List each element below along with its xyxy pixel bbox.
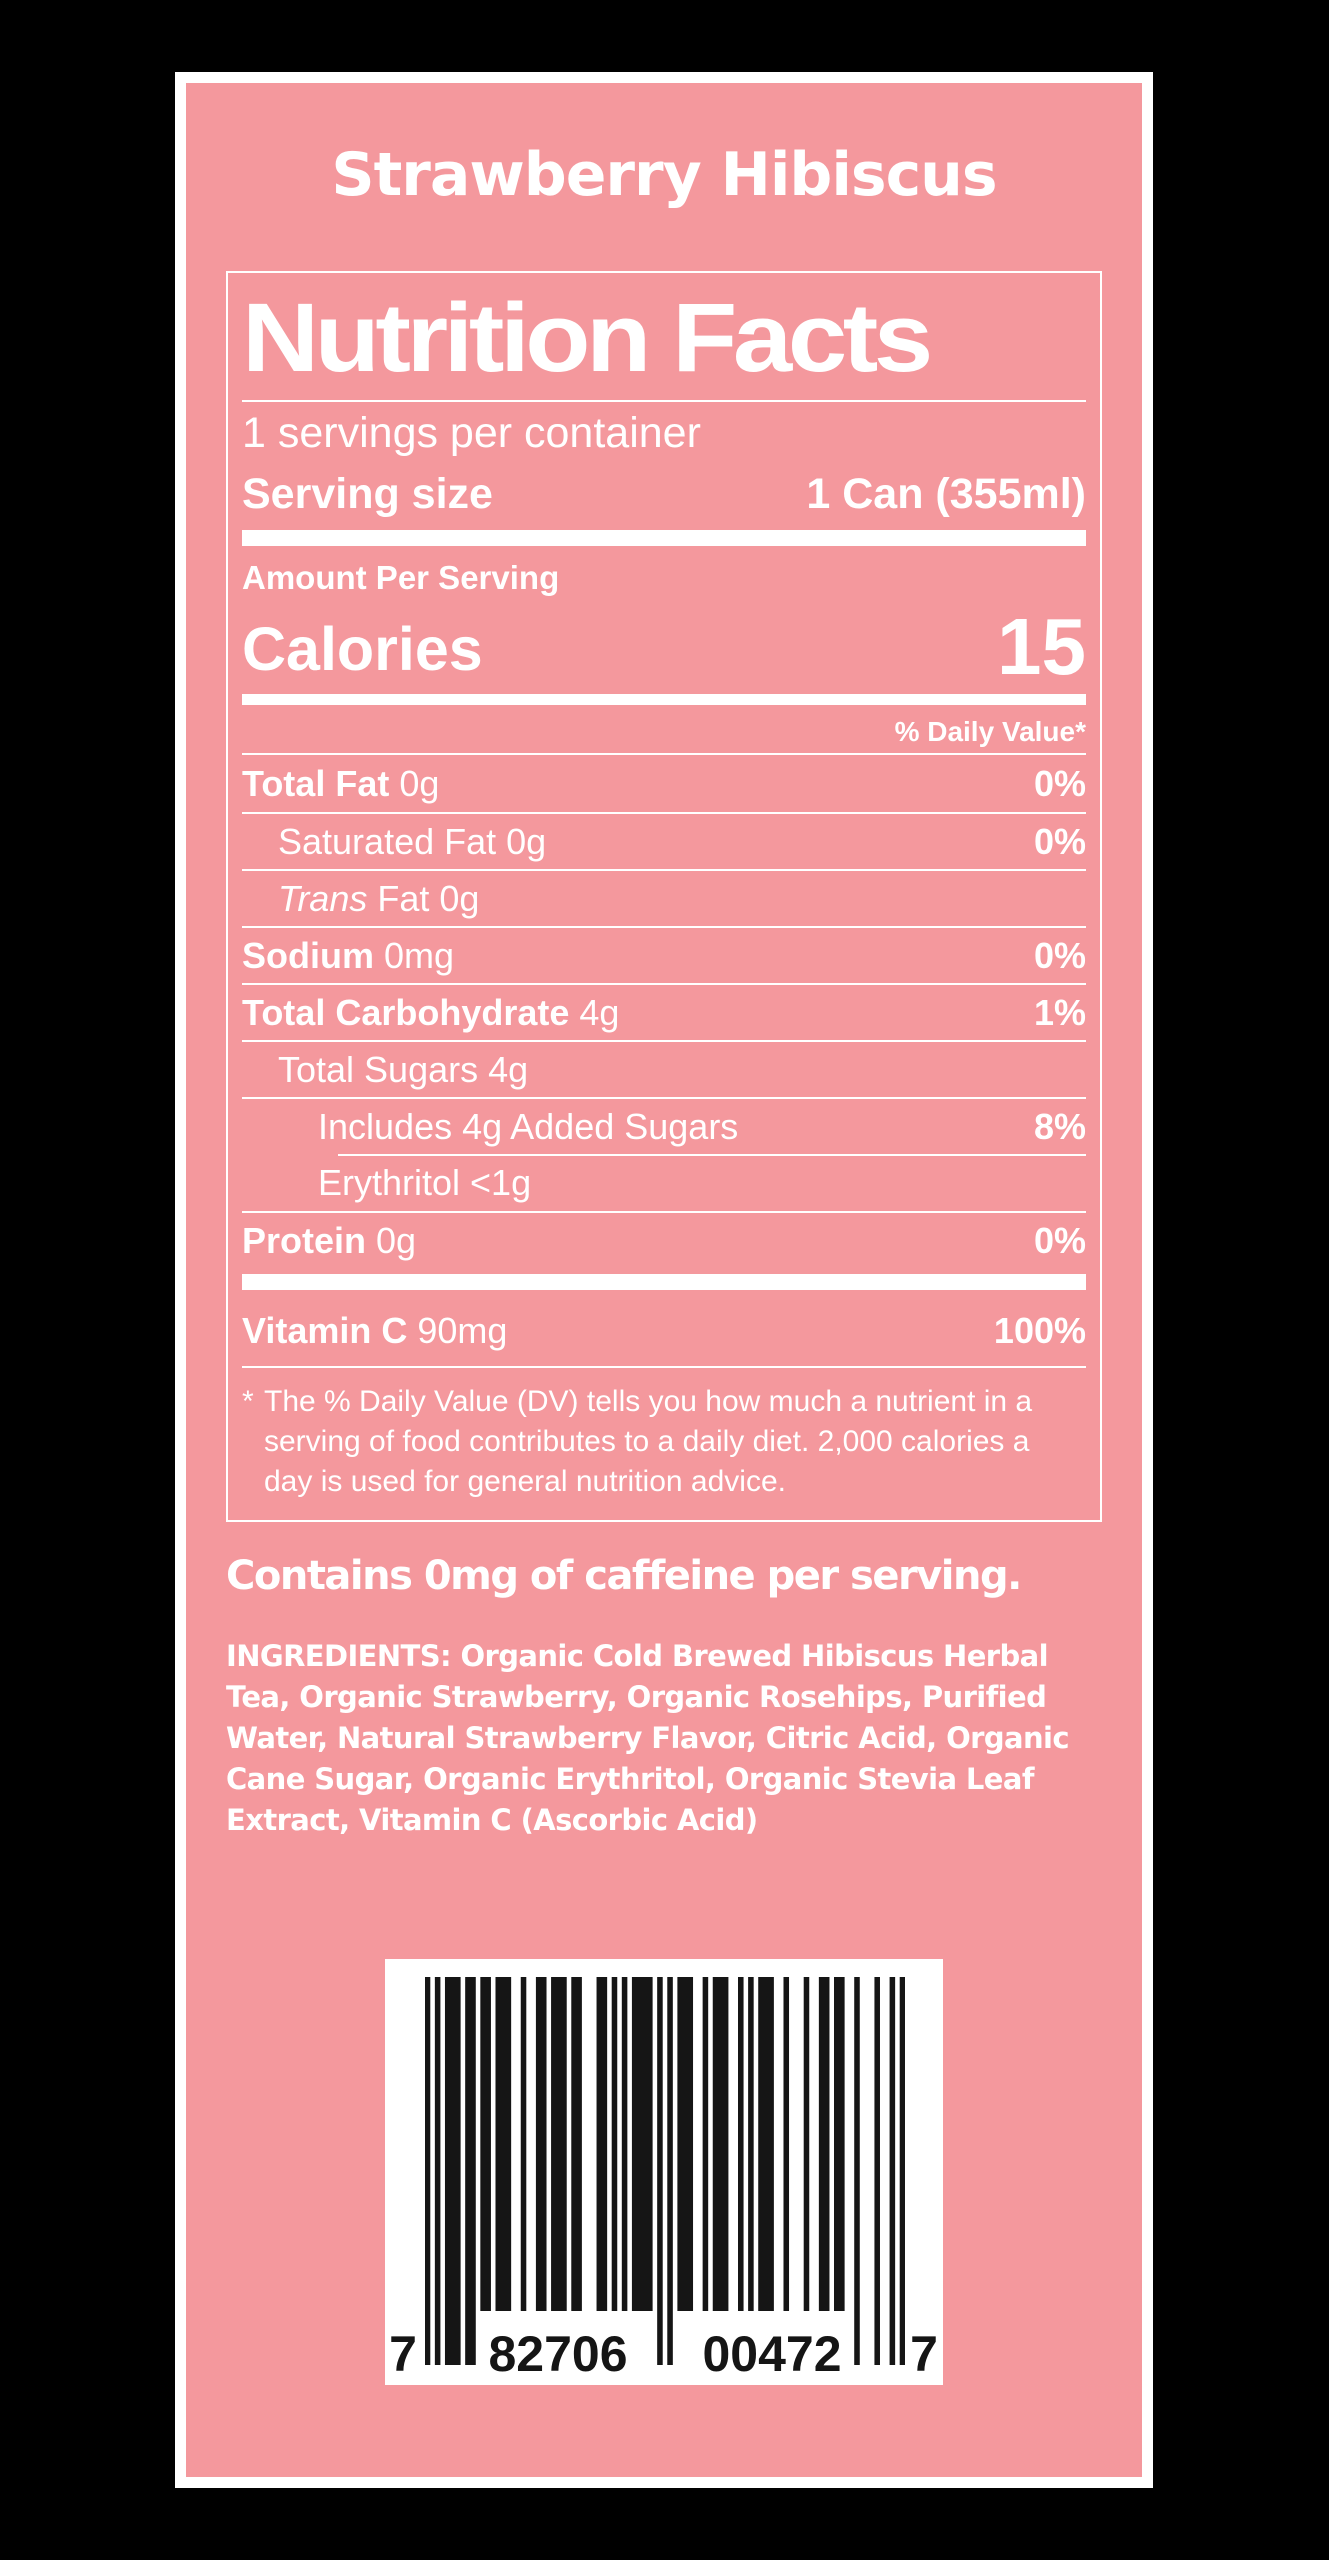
- sodium-label: Sodium 0mg: [242, 934, 455, 976]
- footnote-text: The % Daily Value (DV) tells you how muc…: [264, 1385, 1033, 1498]
- serving-size-value: 1 Can (355ml): [806, 470, 1086, 518]
- nutrient-row-total-carbohydrate: Total Carbohydrate 4g 1%: [242, 983, 1086, 1040]
- nutrient-row-total-fat: Total Fat 0g 0%: [242, 755, 1086, 812]
- nutrient-row-sodium: Sodium 0mg 0%: [242, 926, 1086, 983]
- nutrient-row-trans-fat: Trans Fat 0g: [242, 869, 1086, 926]
- amount-per-serving-label: Amount Per Serving: [242, 559, 560, 596]
- nutrition-facts-title-text: Nutrition Facts: [242, 283, 933, 392]
- caffeine-statement: Contains 0mg of caffeine per serving.: [226, 1553, 1022, 1599]
- total-sugars-label: Total Sugars 4g: [278, 1048, 529, 1090]
- divider-thin: [242, 400, 1086, 402]
- product-label-card: Strawberry Hibiscus Nutrition Facts 1 se…: [175, 72, 1153, 2488]
- nutrient-row-added-sugars: Includes 4g Added Sugars 8%: [242, 1097, 1086, 1154]
- barcode-digits-left: 82706: [488, 2326, 628, 2382]
- total-carbohydrate-label: Total Carbohydrate 4g: [242, 991, 620, 1033]
- serving-size-row: Serving size 1 Can (355ml): [242, 464, 1086, 524]
- barcode-digits-right: 00472: [702, 2326, 842, 2382]
- nutrition-facts-panel: Nutrition Facts 1 servings per container…: [226, 271, 1102, 1522]
- servings-per-container: 1 servings per container: [242, 409, 701, 457]
- divider-thick: [242, 1274, 1086, 1290]
- divider-thick: [242, 530, 1086, 546]
- barcode-bars-icon: [425, 1977, 905, 2365]
- footnote-asterisk: *: [242, 1385, 254, 1418]
- ingredients-list: INGREDIENTS: Organic Cold Brewed Hibiscu…: [226, 1639, 1070, 1837]
- divider-thin: [242, 1366, 1086, 1368]
- total-fat-daily-value: 0%: [1033, 762, 1086, 804]
- total-carbohydrate-daily-value: 1%: [1033, 991, 1086, 1033]
- divider-thin: [242, 753, 1086, 755]
- product-title: Strawberry Hibiscus: [331, 140, 997, 210]
- calories-row: Calories 15: [242, 600, 1086, 691]
- nutrient-rows: Total Fat 0g 0% Saturated Fat 0g 0% Trans Fa…: [242, 755, 1086, 1268]
- daily-value-footnote: * The % Daily Value (DV) tells you how m…: [242, 1382, 1086, 1502]
- nutrient-row-saturated-fat: Saturated Fat 0g 0%: [242, 812, 1086, 869]
- nutrient-row-vitamin-c: Vitamin C 90mg 100%: [242, 1296, 1086, 1366]
- vitamin-c-label: Vitamin C 90mg: [242, 1310, 508, 1351]
- trans-fat-label: Trans Fat 0g: [278, 877, 480, 919]
- protein-label: Protein 0g: [242, 1219, 417, 1261]
- protein-daily-value: 0%: [1033, 1219, 1086, 1261]
- vitamin-c-daily-value: 100%: [993, 1310, 1086, 1351]
- nutrient-row-protein: Protein 0g 0%: [242, 1211, 1086, 1268]
- sodium-daily-value: 0%: [1033, 934, 1086, 976]
- barcode-digit-system: 7: [389, 2326, 417, 2382]
- product-label: Strawberry Hibiscus Nutrition Facts 1 se…: [186, 83, 1142, 2477]
- nutrient-row-total-sugars: Total Sugars 4g: [242, 1040, 1086, 1097]
- added-sugars-daily-value: 8%: [1033, 1105, 1086, 1147]
- erythritol-label: Erythritol <1g: [318, 1161, 532, 1203]
- nutrition-facts-title: Nutrition Facts: [242, 285, 1086, 390]
- total-fat-label: Total Fat 0g: [242, 762, 440, 804]
- daily-value-header: % Daily Value*: [894, 716, 1086, 747]
- calories-label: Calories: [242, 615, 483, 683]
- serving-size-label: Serving size: [242, 470, 493, 518]
- saturated-fat-label: Saturated Fat 0g: [278, 820, 547, 862]
- barcode-digit-check: 7: [910, 2326, 938, 2382]
- barcode: 7 82706 00472 7: [385, 1959, 943, 2385]
- calories-value: 15: [997, 602, 1086, 691]
- divider-medium: [242, 694, 1086, 705]
- nutrient-row-erythritol: Erythritol <1g: [242, 1154, 1086, 1211]
- saturated-fat-daily-value: 0%: [1033, 820, 1086, 862]
- added-sugars-label: Includes 4g Added Sugars: [318, 1105, 739, 1147]
